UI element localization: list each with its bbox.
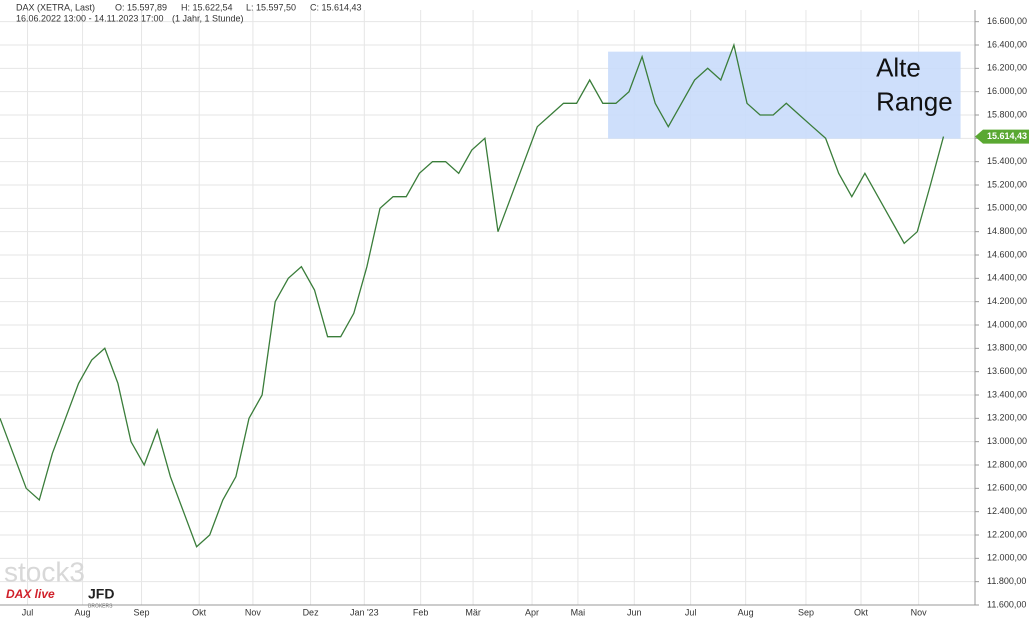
x-tick-label: Jan '23 (350, 607, 379, 617)
price-tag-label: 15.614,43 (987, 131, 1027, 141)
x-tick-label: Jul (685, 607, 697, 617)
x-tick-label: Mai (571, 607, 586, 617)
watermark: stock3 (4, 556, 85, 587)
y-tick-label: 15.400,00 (987, 156, 1027, 166)
y-tick-label: 14.800,00 (987, 226, 1027, 236)
y-tick-label: 11.800,00 (987, 576, 1026, 586)
grid (0, 10, 975, 606)
y-tick-label: 12.000,00 (987, 553, 1027, 563)
x-tick-label: Jun (627, 607, 642, 617)
y-tick-label: 14.400,00 (987, 273, 1027, 283)
y-tick-label: 12.200,00 (987, 529, 1027, 539)
y-tick-label: 16.600,00 (987, 16, 1027, 26)
y-tick-label: 11.600,00 (987, 599, 1026, 609)
y-tick-label: 14.600,00 (987, 249, 1027, 259)
chart-title: DAX (XETRA, Last) (16, 2, 95, 12)
x-tick-label: Mär (465, 607, 481, 617)
x-tick-label: Aug (738, 607, 754, 617)
x-tick-label: Nov (245, 607, 262, 617)
y-tick-label: 16.400,00 (987, 39, 1027, 49)
y-tick-label: 13.800,00 (987, 343, 1027, 353)
x-tick-label: Feb (413, 607, 429, 617)
x-tick-label: Nov (911, 607, 928, 617)
ohlc-open: O: 15.597,89 (115, 2, 167, 12)
y-tick-label: 15.800,00 (987, 109, 1027, 119)
x-tick-label: Jul (22, 607, 34, 617)
y-tick-label: 12.600,00 (987, 483, 1027, 493)
logo: DAX live (6, 587, 55, 601)
y-tick-label: 13.400,00 (987, 389, 1027, 399)
subtitle-note: (1 Jahr, 1 Stunde) (172, 13, 244, 23)
x-tick-label: Sep (134, 607, 150, 617)
y-tick-label: 15.200,00 (987, 179, 1027, 189)
logo-sub: BROKERS (88, 603, 113, 609)
y-tick-label: 13.200,00 (987, 413, 1027, 423)
x-tick-label: Okt (192, 607, 207, 617)
y-tick-label: 12.800,00 (987, 459, 1027, 469)
price-tag (975, 129, 1029, 144)
x-tick-label: Okt (854, 607, 869, 617)
annotation: Alte (876, 53, 921, 83)
ohlc-low: L: 15.597,50 (246, 2, 296, 12)
y-tick-label: 14.200,00 (987, 296, 1027, 306)
x-tick-label: Aug (75, 607, 91, 617)
price-line (0, 42, 945, 548)
y-tick-label: 14.000,00 (987, 319, 1027, 329)
y-tick-label: 16.200,00 (987, 63, 1027, 73)
y-tick-label: 12.400,00 (987, 506, 1027, 516)
y-tick-label: 13.600,00 (987, 366, 1027, 376)
x-tick-label: Sep (798, 607, 814, 617)
ohlc-close: C: 15.614,43 (310, 2, 362, 12)
y-tick-label: 15.000,00 (987, 203, 1027, 213)
subtitle: 16.06.2022 13:00 - 14.11.2023 17:00 (16, 13, 163, 23)
annotation: Range (876, 87, 953, 117)
x-tick-label: Apr (525, 607, 539, 617)
y-tick-label: 16.000,00 (987, 86, 1027, 96)
y-tick-label: 13.000,00 (987, 436, 1027, 446)
ohlc-high: H: 15.622,54 (181, 2, 233, 12)
logo: JFD (88, 586, 114, 602)
x-tick-label: Dez (303, 607, 320, 617)
